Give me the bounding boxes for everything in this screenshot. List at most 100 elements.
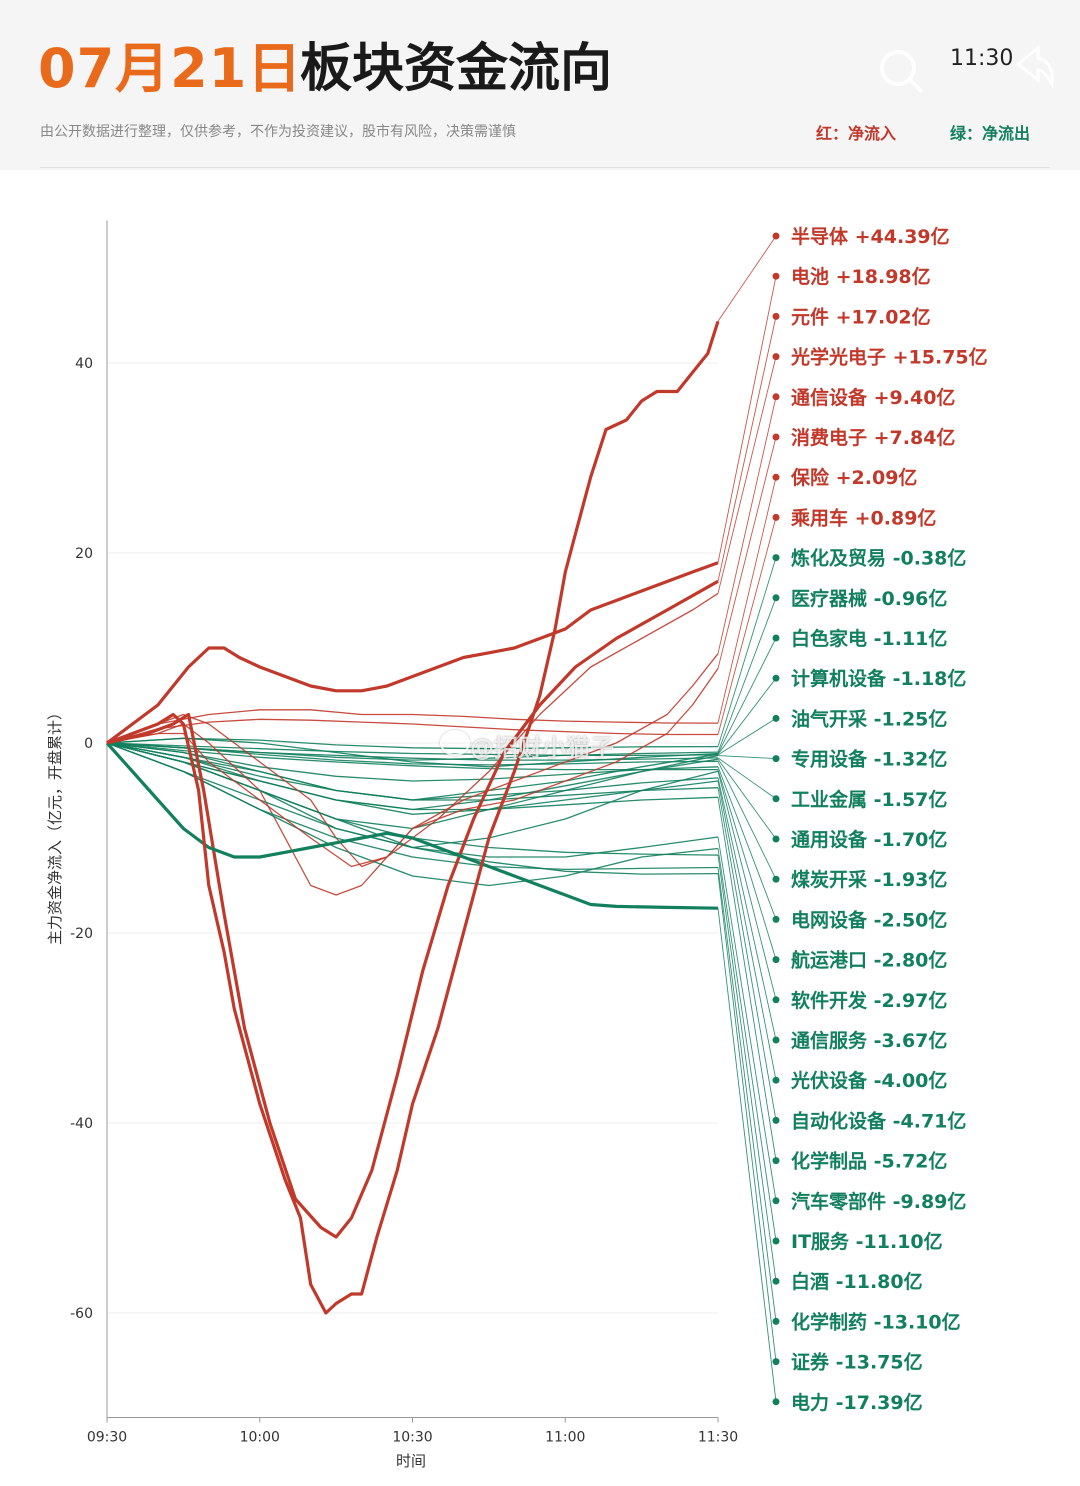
connector-line: [717, 777, 777, 1041]
label-dot: [772, 795, 780, 803]
snapshot-time: 11:30: [950, 46, 1014, 71]
connector-line: [717, 597, 777, 753]
connector-line: [717, 771, 777, 1000]
search-icon: [880, 44, 1054, 94]
connector-line: [717, 677, 777, 755]
label-dot: [772, 272, 780, 280]
series-label: 白酒 -11.80亿: [791, 1270, 923, 1293]
connector-line: [717, 477, 777, 724]
x-tick-label: 10:30: [392, 1430, 432, 1446]
weibo-icon: [440, 730, 470, 756]
series-label: 专用设备 -1.32亿: [791, 748, 947, 771]
label-dot: [772, 1157, 780, 1165]
connector-line: [717, 769, 777, 960]
series-line: [106, 742, 718, 771]
series-line: [106, 742, 719, 757]
label-dot: [772, 1116, 780, 1124]
series-label: 通信设备 +9.40亿: [791, 386, 955, 409]
label-dot: [772, 473, 780, 481]
connector-line: [717, 836, 777, 1201]
series-label: 保险 +2.09亿: [790, 466, 917, 489]
label-dot: [772, 513, 780, 521]
series-line: [106, 742, 719, 875]
series-label: 白色家电 -1.11亿: [791, 627, 947, 650]
connector-line: [717, 517, 777, 735]
series-line: [105, 741, 719, 910]
y-axis-label: 主力资金净流入（亿元，开盘累计）: [46, 705, 64, 945]
series-line: [106, 742, 719, 811]
connector-line: [717, 787, 777, 1121]
label-dot: [772, 1197, 780, 1205]
label-dot: [772, 835, 780, 843]
series-label: 证券 -13.75亿: [791, 1351, 923, 1374]
x-tick-label: 09:30: [87, 1430, 127, 1446]
page-date: 07月21日: [38, 37, 303, 100]
label-dot: [772, 1398, 780, 1406]
connector-line: [717, 766, 777, 920]
label-dot: [772, 594, 780, 602]
series-label: 电力 -17.39亿: [791, 1391, 923, 1414]
y-tick-label: -40: [70, 1116, 93, 1132]
connector-line: [717, 235, 777, 322]
label-dot: [772, 674, 780, 682]
series-label: 医疗器械 -0.96亿: [791, 587, 947, 610]
x-tick-label: 11:00: [545, 1430, 585, 1446]
x-tick-label: 11:30: [698, 1430, 738, 1446]
label-dot: [772, 714, 780, 722]
label-dot: [772, 875, 780, 883]
connector-line: [717, 797, 777, 1161]
series-label: 软件开发 -2.97亿: [791, 989, 947, 1012]
series-label: 化学制药 -13.10亿: [791, 1310, 961, 1333]
series-label: 元件 +17.02亿: [791, 305, 931, 328]
connector-line: [717, 758, 777, 840]
label-dot: [772, 1237, 780, 1245]
connector-line: [717, 718, 777, 756]
label-dot: [772, 1317, 780, 1325]
x-tick-label: 10:00: [240, 1430, 280, 1446]
series-label: 光伏设备 -4.00亿: [790, 1069, 947, 1092]
series-label: 工业金属 -1.57亿: [791, 788, 947, 811]
series-line: [106, 579, 719, 1239]
series-label: 消费电子 +7.84亿: [791, 426, 955, 449]
connector-line: [717, 855, 777, 1282]
connector-line: [717, 848, 777, 1242]
connector-line: [717, 780, 777, 1081]
legend-inflow: 红：净流入: [816, 124, 897, 143]
connector-line: [717, 316, 777, 582]
connector-line: [717, 908, 777, 1402]
label-dot: [772, 755, 780, 763]
series-label: 航运港口 -2.80亿: [791, 949, 947, 972]
header-divider: [40, 167, 1050, 168]
series-line: [106, 709, 719, 744]
connector-line: [717, 276, 777, 563]
series-line: [106, 742, 719, 782]
page-title: 板块资金流向: [300, 39, 613, 99]
connector-line: [717, 867, 777, 1322]
label-dot: [772, 1358, 780, 1366]
series-label: 电池 +18.98亿: [791, 265, 931, 288]
series-lines: [105, 320, 720, 1315]
series-line: [106, 742, 719, 801]
series-line: [106, 320, 720, 1315]
connector-line: [717, 873, 777, 1362]
series-label: IT服务 -11.10亿: [791, 1230, 943, 1253]
connector-line: [717, 757, 777, 800]
series-label: 光学光电子 +15.75亿: [790, 346, 988, 369]
series-line: [106, 561, 719, 745]
disclaimer: 由公开数据进行整理，仅供参考，不作为投资建议，股市有风险，决策需谨慎: [40, 124, 516, 140]
label-dot: [772, 1277, 780, 1285]
series-line: [106, 668, 719, 896]
y-tick-label: 40: [75, 356, 93, 372]
y-tick-label: -60: [70, 1306, 93, 1322]
label-dot: [772, 312, 780, 320]
series-label: 计算机设备 -1.18亿: [791, 667, 966, 690]
series-label: 自动化设备 -4.71亿: [791, 1109, 966, 1132]
label-connectors: [717, 235, 777, 1402]
label-dot: [772, 433, 780, 441]
connector-line: [717, 761, 777, 880]
series-line: [106, 742, 719, 871]
series-line: [106, 592, 719, 868]
x-axis-label: 时间: [396, 1452, 426, 1470]
label-dot: [772, 554, 780, 562]
